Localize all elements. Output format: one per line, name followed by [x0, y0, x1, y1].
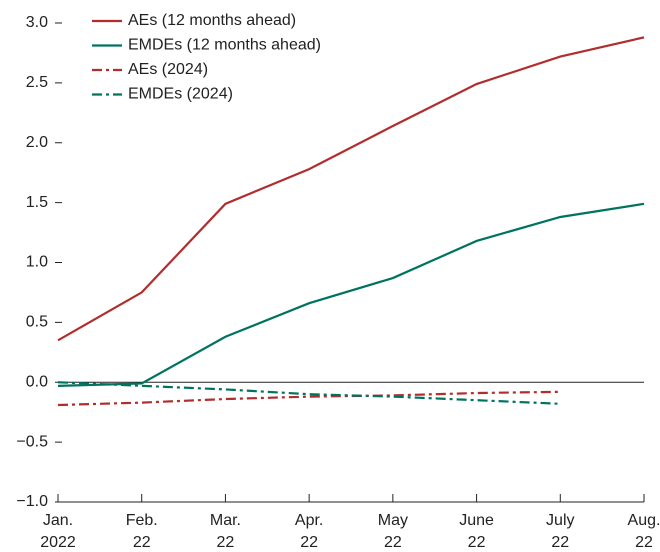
x-tick-label: June	[459, 512, 494, 529]
legend-label: AEs (2024)	[128, 61, 208, 78]
x-tick-label: Aug.	[628, 512, 660, 529]
x-tick-label: 2022	[40, 534, 76, 551]
y-tick-label: 1.5	[26, 194, 48, 211]
x-tick-label: Feb.	[126, 512, 158, 529]
x-tick-label: 22	[300, 534, 318, 551]
y-tick-label: 3.0	[26, 14, 48, 31]
legend-label: AEs (12 months ahead)	[128, 12, 296, 29]
x-tick-label: 22	[384, 534, 402, 551]
y-tick-label: 0.0	[26, 373, 48, 390]
x-tick-label: Mar.	[210, 512, 241, 529]
x-tick-label: May	[378, 512, 408, 529]
series-line	[57, 36, 645, 342]
x-tick-label: Apr.	[295, 512, 323, 529]
y-tick-label: −0.5	[16, 433, 48, 450]
x-tick-label: Jan.	[43, 512, 73, 529]
y-tick-label: 0.5	[26, 314, 48, 331]
x-tick-label: July	[546, 512, 574, 529]
y-tick-label: 1.0	[26, 254, 48, 271]
y-tick-label: 2.0	[26, 134, 48, 151]
series-line	[57, 202, 645, 387]
x-tick-label: 22	[635, 534, 653, 551]
x-tick-label: 22	[468, 534, 486, 551]
x-tick-label: 22	[133, 534, 151, 551]
legend-label: EMDEs (12 months ahead)	[128, 37, 321, 54]
y-tick-label: −1.0	[16, 493, 48, 510]
x-tick-label: 22	[217, 534, 235, 551]
x-tick-label: 22	[551, 534, 569, 551]
y-tick-label: 2.5	[26, 74, 48, 91]
legend-label: EMDEs (2024)	[128, 86, 233, 103]
series-line	[57, 390, 561, 407]
